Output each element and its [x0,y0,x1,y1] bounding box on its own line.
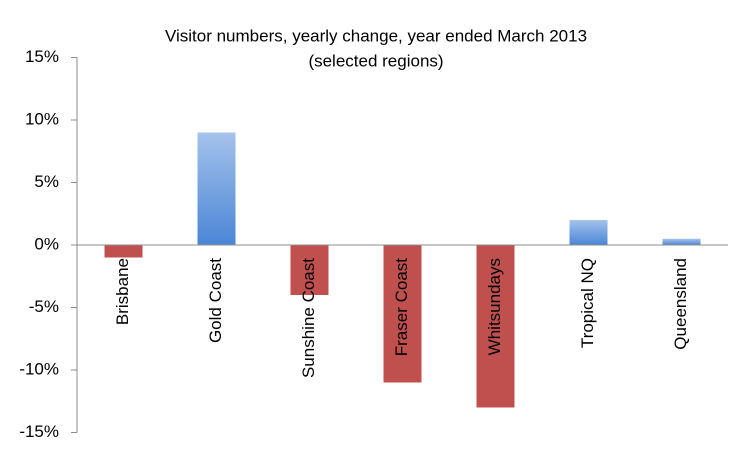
y-tick-label: 0% [34,234,59,253]
x-tick-label: Sunshine Coast [299,258,318,378]
x-tick-label: Whitsundays [485,258,504,355]
x-tick-label: Fraser Coast [392,258,411,357]
y-tick-label: 10% [25,109,59,128]
bar [662,238,701,245]
chart-subtitle: (selected regions) [308,51,443,70]
x-tick-label: Queensland [671,258,690,350]
y-tick-label: -10% [19,359,59,378]
bar [104,245,143,258]
y-tick-label: -5% [29,297,59,316]
x-tick-label: Brisbane [113,258,132,325]
bar [476,245,515,408]
x-tick-label: Tropical NQ [578,258,597,348]
bar [383,245,422,383]
y-tick-label: 15% [25,47,59,66]
bar [290,245,329,295]
bar [197,132,236,245]
y-tick-label: -15% [19,422,59,441]
chart-title: Visitor numbers, yearly change, year end… [165,26,587,45]
y-tick-label: 5% [34,172,59,191]
bar [569,220,608,245]
x-tick-label: Gold Coast [206,258,225,343]
